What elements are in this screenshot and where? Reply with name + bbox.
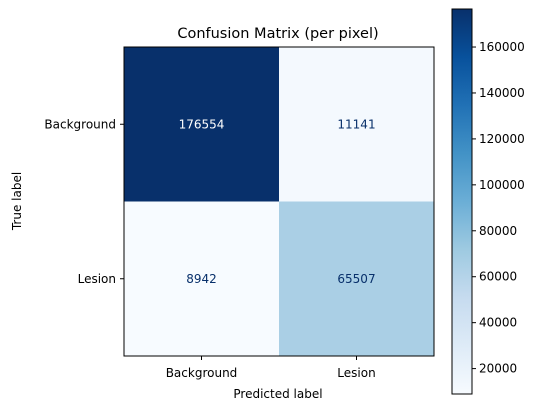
cell-value-label: 11141 bbox=[337, 117, 375, 131]
cell-value-label: 8942 bbox=[186, 272, 217, 286]
colorbar-tick-label: 20000 bbox=[479, 362, 517, 376]
matrix-cell bbox=[124, 47, 279, 202]
chart-title: Confusion Matrix (per pixel) bbox=[177, 26, 378, 42]
plot-frame bbox=[123, 46, 435, 357]
colorbar-tick-label: 160000 bbox=[479, 40, 525, 54]
x-axis-ticks: Background Lesion bbox=[166, 356, 376, 380]
y-axis-label: True label bbox=[10, 172, 24, 231]
x-axis-label: Predicted label bbox=[233, 387, 322, 401]
colorbar-tick-label: 80000 bbox=[479, 224, 517, 238]
colorbar bbox=[451, 8, 473, 395]
colorbar-tick-label: 40000 bbox=[479, 316, 517, 330]
cell-value-label: 176554 bbox=[179, 117, 225, 131]
y-axis-ticks: Background Lesion bbox=[44, 117, 124, 286]
colorbar-tick-label: 100000 bbox=[479, 178, 525, 192]
colorbar-tick-label: 140000 bbox=[479, 86, 525, 100]
matrix-cells bbox=[124, 47, 434, 356]
x-tick-label: Background bbox=[166, 366, 238, 380]
cell-value-label: 65507 bbox=[337, 272, 375, 286]
matrix-cell bbox=[279, 47, 434, 202]
y-tick-label: Lesion bbox=[78, 272, 116, 286]
colorbar-tick-label: 60000 bbox=[479, 270, 517, 284]
matrix-cell bbox=[279, 201, 434, 356]
colorbar-tick-label: 120000 bbox=[479, 132, 525, 146]
y-tick-label: Background bbox=[44, 117, 116, 131]
x-tick-label: Lesion bbox=[337, 366, 375, 380]
matrix-cell-labels: 176554 11141 8942 65507 bbox=[179, 117, 376, 286]
matrix-cell bbox=[124, 201, 279, 356]
colorbar-ticks: 20000 40000 60000 80000 100000 120000 140000 16… bbox=[472, 40, 525, 376]
